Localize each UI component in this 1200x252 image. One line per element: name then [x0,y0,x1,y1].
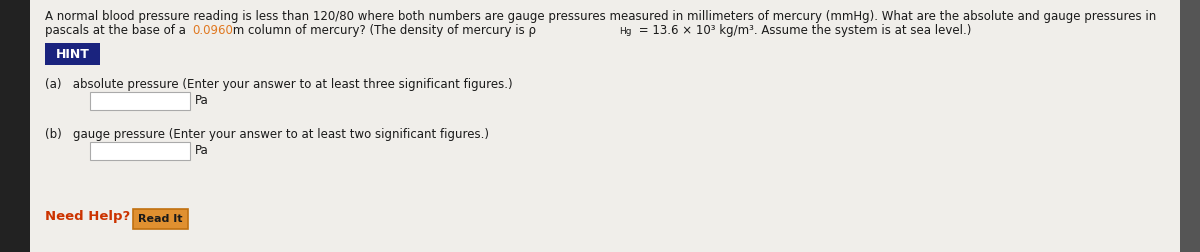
Text: (b)   gauge pressure (Enter your answer to at least two significant figures.): (b) gauge pressure (Enter your answer to… [46,128,490,141]
FancyBboxPatch shape [90,142,190,160]
Text: (a)   absolute pressure (Enter your answer to at least three significant figures: (a) absolute pressure (Enter your answer… [46,78,512,91]
Text: pascals at the base of a: pascals at the base of a [46,24,190,37]
Text: m column of mercury? (The density of mercury is ρ: m column of mercury? (The density of mer… [229,24,536,37]
Text: HINT: HINT [55,47,90,60]
Text: Pa: Pa [194,144,209,158]
Text: Pa: Pa [194,94,209,108]
Text: Hg: Hg [619,27,631,37]
Text: 0.0960: 0.0960 [192,24,233,37]
Text: Need Help?: Need Help? [46,210,131,223]
FancyBboxPatch shape [90,92,190,110]
Text: Read It: Read It [138,214,182,224]
FancyBboxPatch shape [0,0,30,252]
FancyBboxPatch shape [30,0,1180,252]
Text: = 13.6 × 10³ kg/m³. Assume the system is at sea level.): = 13.6 × 10³ kg/m³. Assume the system is… [635,24,971,37]
Text: A normal blood pressure reading is less than 120/80 where both numbers are gauge: A normal blood pressure reading is less … [46,10,1157,23]
FancyBboxPatch shape [133,209,188,229]
FancyBboxPatch shape [1180,0,1200,252]
FancyBboxPatch shape [46,43,100,65]
